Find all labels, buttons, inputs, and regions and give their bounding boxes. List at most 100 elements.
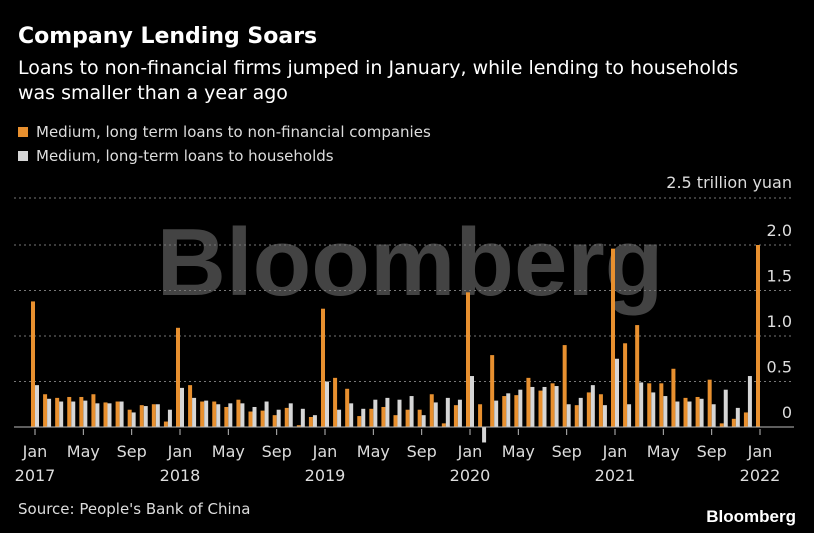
bar-households bbox=[300, 408, 305, 427]
bar-households bbox=[143, 406, 148, 427]
bar-households bbox=[385, 397, 390, 427]
legend-item-companies: Medium, long term loans to non-financial… bbox=[18, 120, 431, 144]
x-tick-label: May bbox=[212, 442, 245, 461]
bar-households bbox=[95, 403, 100, 427]
bar-households bbox=[59, 401, 64, 427]
bar-companies bbox=[31, 301, 35, 427]
bar-companies bbox=[441, 423, 446, 427]
bar-households bbox=[602, 405, 607, 427]
bar-companies bbox=[55, 397, 60, 427]
bar-households bbox=[663, 396, 668, 427]
bar-households bbox=[651, 392, 656, 427]
bar-households bbox=[723, 389, 728, 427]
bar-companies bbox=[647, 383, 652, 427]
bar-companies bbox=[79, 396, 84, 427]
bar-households bbox=[83, 400, 88, 427]
bar-companies bbox=[490, 355, 495, 427]
bar-companies bbox=[115, 401, 120, 427]
bar-companies bbox=[756, 245, 760, 427]
bar-households bbox=[349, 403, 354, 427]
bar-households bbox=[397, 399, 402, 427]
bar-companies bbox=[369, 408, 374, 427]
bar-households bbox=[216, 404, 221, 427]
bloomberg-logo: Bloomberg bbox=[706, 507, 796, 526]
legend: Medium, long term loans to non-financial… bbox=[18, 120, 431, 168]
x-tick-label: Sep bbox=[552, 442, 582, 461]
bar-companies bbox=[212, 401, 217, 427]
bar-companies bbox=[683, 397, 688, 427]
bar-companies bbox=[695, 396, 700, 427]
bar-companies bbox=[611, 248, 615, 427]
bar-companies bbox=[43, 394, 48, 427]
bar-companies bbox=[719, 423, 724, 427]
x-tick-year: 2021 bbox=[595, 466, 636, 485]
bar-households bbox=[288, 403, 293, 427]
source-note: Source: People's Bank of China bbox=[18, 500, 251, 518]
bar-companies bbox=[236, 399, 241, 427]
bar-households bbox=[675, 401, 680, 427]
x-tick-year: 2018 bbox=[160, 466, 201, 485]
bar-companies bbox=[176, 327, 180, 427]
x-tick-label: May bbox=[502, 442, 535, 461]
legend-label-companies: Medium, long term loans to non-financial… bbox=[36, 123, 431, 141]
bar-companies bbox=[381, 406, 386, 427]
bar-companies bbox=[514, 395, 519, 427]
bar-companies bbox=[538, 390, 543, 427]
bar-companies bbox=[248, 411, 253, 427]
bar-households bbox=[131, 412, 136, 427]
bar-companies bbox=[598, 394, 603, 427]
bar-households bbox=[228, 403, 233, 427]
legend-item-households: Medium, long-term loans to households bbox=[18, 144, 431, 168]
bar-companies bbox=[200, 401, 205, 427]
bar-companies bbox=[333, 377, 338, 427]
bar-households bbox=[373, 399, 378, 427]
bar-households bbox=[361, 408, 366, 427]
bar-companies bbox=[67, 396, 72, 427]
x-tick-label: Sep bbox=[262, 442, 292, 461]
bar-companies bbox=[417, 409, 422, 427]
bar-companies bbox=[139, 405, 144, 427]
bar-households bbox=[470, 376, 474, 427]
y-tick-label: 0.5 bbox=[767, 358, 792, 377]
bar-companies bbox=[574, 405, 579, 427]
bar-households bbox=[518, 389, 523, 427]
bar-households bbox=[747, 376, 752, 427]
bar-households bbox=[409, 396, 414, 427]
bar-households bbox=[554, 386, 559, 427]
x-tick-label: Jan bbox=[22, 442, 48, 461]
bar-companies bbox=[345, 388, 350, 427]
legend-label-households: Medium, long-term loans to households bbox=[36, 147, 334, 165]
bar-households bbox=[107, 403, 112, 427]
bar-companies bbox=[623, 343, 628, 427]
bar-companies bbox=[635, 325, 640, 427]
bar-households bbox=[627, 404, 632, 427]
bar-households bbox=[506, 393, 511, 427]
bar-companies bbox=[550, 383, 555, 427]
bar-households bbox=[457, 399, 462, 427]
x-tick-year: 2017 bbox=[15, 466, 56, 485]
bar-companies bbox=[562, 345, 567, 427]
bar-companies bbox=[659, 383, 664, 427]
bar-companies bbox=[453, 405, 458, 427]
bar-companies bbox=[224, 406, 229, 427]
bar-companies bbox=[743, 412, 748, 427]
x-tick-label: May bbox=[67, 442, 100, 461]
x-tick-year: 2020 bbox=[450, 466, 491, 485]
bar-households bbox=[119, 401, 124, 427]
watermark-text: Bloomberg bbox=[157, 209, 664, 316]
bar-households bbox=[494, 400, 499, 427]
x-tick-label: Jan bbox=[602, 442, 628, 461]
legend-swatch-households bbox=[18, 151, 28, 161]
bar-households bbox=[264, 401, 269, 427]
x-tick-label: Sep bbox=[117, 442, 147, 461]
bar-households bbox=[445, 397, 450, 427]
bar-households bbox=[530, 386, 535, 427]
bar-companies bbox=[284, 407, 289, 427]
bar-households bbox=[699, 398, 704, 427]
bar-households bbox=[47, 398, 52, 427]
bar-companies bbox=[502, 396, 507, 427]
bar-households bbox=[590, 385, 595, 427]
bar-companies bbox=[260, 410, 265, 427]
bar-households bbox=[204, 400, 209, 427]
bar-companies bbox=[478, 404, 483, 427]
